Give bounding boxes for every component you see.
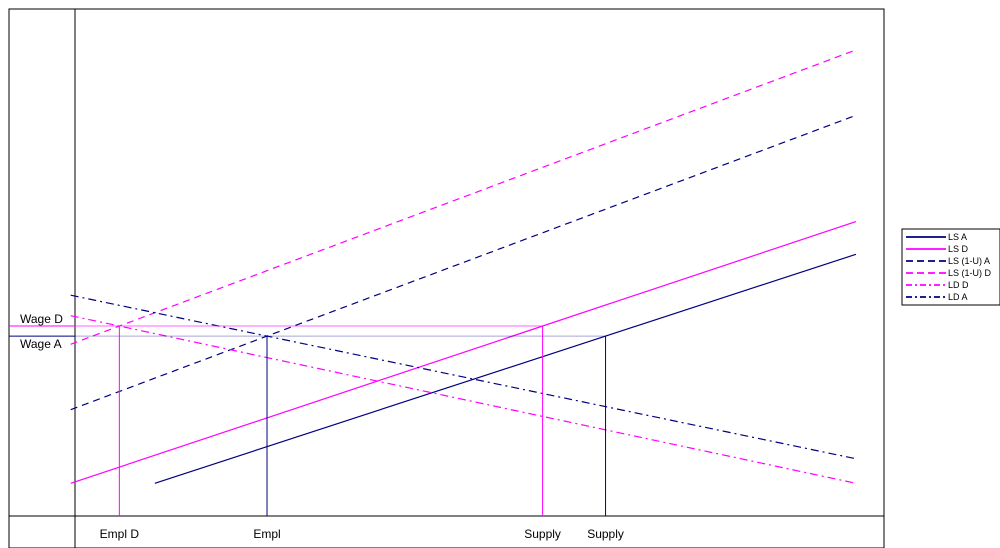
- y-tick-label-wage-a: Wage A: [20, 337, 62, 351]
- legend-label-ld-d: LD D: [948, 280, 969, 290]
- x-tick-label-supply-3: Supply: [587, 527, 624, 541]
- plot-frame: [8, 8, 885, 548]
- legend-label-ls-a: LS A: [948, 232, 967, 242]
- series-line-ls-d: [70, 221, 857, 484]
- series-line-ld-a: [70, 294, 857, 460]
- legend-label-ls-1-u-a: LS (1-U) A: [948, 256, 990, 266]
- series-line-ls-1-u-a: [70, 114, 857, 411]
- x-tick-label-supply-2: Supply: [524, 527, 561, 541]
- x-tick-label-empl-1: Empl: [253, 527, 280, 541]
- series-line-ls-1-u-d: [70, 49, 857, 345]
- series-line-ls-a: [154, 253, 857, 484]
- y-tick-label-wage-d: Wage D: [20, 312, 63, 326]
- series-line-ld-d: [70, 315, 857, 484]
- legend-box: [901, 228, 1000, 306]
- legend-label-ld-a: LD A: [948, 292, 968, 302]
- legend-label-ls-d: LS D: [948, 244, 969, 254]
- x-tick-label-empl-d-0: Empl D: [100, 527, 140, 541]
- legend-label-ls-1-u-d: LS (1-U) D: [948, 268, 992, 278]
